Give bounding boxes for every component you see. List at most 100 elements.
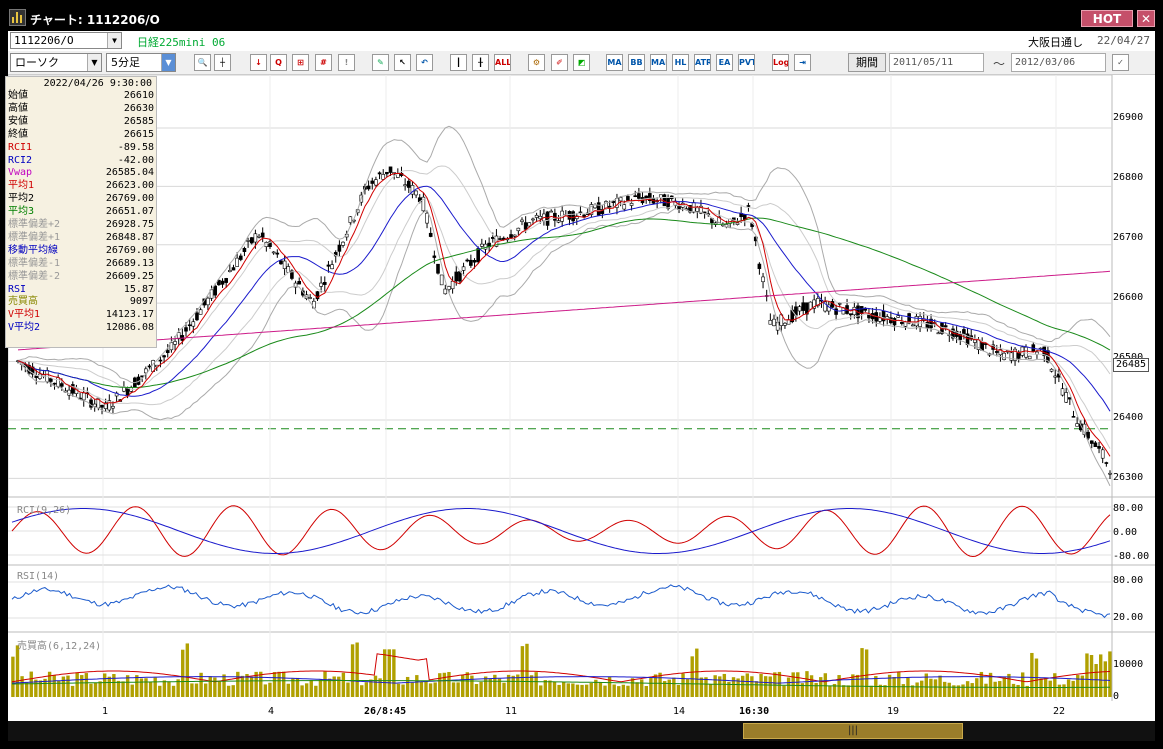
candle-body xyxy=(1053,375,1058,378)
search-chart-icon[interactable]: Q xyxy=(270,54,287,71)
volume-bar xyxy=(887,674,892,697)
chevron-down-icon[interactable]: ▼ xyxy=(107,33,121,48)
zoom-icon[interactable]: 🔍 xyxy=(194,54,211,71)
volume-bar xyxy=(369,679,373,697)
settings-icon[interactable]: ⚙ xyxy=(528,54,545,71)
crosshair-icon[interactable]: ┼ xyxy=(214,54,231,71)
pvt-button[interactable]: PVT xyxy=(738,54,755,71)
close-button[interactable]: ✕ xyxy=(1137,10,1155,27)
volume-bar xyxy=(135,675,139,697)
candle-body xyxy=(195,312,199,321)
candle-body xyxy=(461,266,466,271)
candle-body xyxy=(282,260,287,269)
chart-type-select[interactable]: ローソク ▼ xyxy=(10,53,102,72)
volume-bar xyxy=(144,678,148,697)
candle-body xyxy=(1027,355,1032,360)
eara-button[interactable]: EA RA xyxy=(716,54,733,71)
log-button[interactable]: Log xyxy=(772,54,789,71)
hl-button[interactable]: HL xyxy=(672,54,689,71)
data-row-label: RSI xyxy=(8,283,27,295)
candle-icon[interactable]: ┃ xyxy=(450,54,467,71)
last-price-tag: 26485 xyxy=(1113,358,1149,372)
chart-canvas[interactable] xyxy=(8,75,1155,721)
candle-body xyxy=(465,259,470,262)
volume-bar xyxy=(116,680,121,697)
candle-body xyxy=(432,255,437,258)
interval-select[interactable]: 5分足 ▼ xyxy=(106,53,176,72)
chart-area[interactable] xyxy=(8,75,1155,721)
download-icon[interactable]: ↓ xyxy=(250,54,267,71)
data-row-value: 14123.17 xyxy=(105,309,154,321)
volume-bar xyxy=(1057,684,1062,697)
candle-body xyxy=(242,248,247,252)
window-bottom-edge xyxy=(0,741,1163,749)
data-row: 移動平均線 26769.00 xyxy=(8,245,154,257)
export-icon[interactable]: ⇥ xyxy=(794,54,811,71)
date-to-input[interactable]: 2012/03/06 xyxy=(1011,53,1106,72)
checkbox-icon[interactable]: ✓ xyxy=(1112,54,1129,71)
data-row-value: 26585.04 xyxy=(105,167,154,179)
volume-bar xyxy=(1053,673,1057,697)
volume-bar xyxy=(1030,652,1034,697)
candle-body xyxy=(326,264,331,267)
volume-bar xyxy=(961,684,965,697)
data-row-value: 9097 xyxy=(129,296,154,308)
volume-bar xyxy=(869,685,873,697)
volume-bar xyxy=(782,685,786,697)
candle-body xyxy=(231,267,236,271)
ma-button[interactable]: MA xyxy=(606,54,623,71)
candle-body xyxy=(428,232,433,237)
all-button[interactable]: ALL xyxy=(494,54,511,71)
indicator-icon[interactable]: # xyxy=(315,54,332,71)
volume-bar xyxy=(952,685,956,697)
price-axis-label: 26700 xyxy=(1113,232,1144,243)
date-from-input[interactable]: 2011/05/11 xyxy=(889,53,984,72)
candle-body xyxy=(184,327,188,332)
cursor-icon[interactable]: ↖ xyxy=(394,54,411,71)
volume-bar xyxy=(998,681,1002,697)
candle-body xyxy=(279,260,283,265)
chevron-down-icon[interactable]: ▼ xyxy=(87,54,101,71)
period-button[interactable]: 期間 xyxy=(848,53,886,72)
atr-button[interactable]: ATR xyxy=(694,54,711,71)
bb-button[interactable]: BB xyxy=(628,54,645,71)
candle-body xyxy=(596,202,601,216)
volume-bar xyxy=(438,673,442,697)
data-row-label: RCI1 xyxy=(8,141,33,153)
volume-bar xyxy=(695,648,699,697)
volume-bar xyxy=(681,673,685,697)
mae-button[interactable]: MAE xyxy=(650,54,667,71)
undo-icon[interactable]: ↶ xyxy=(416,54,433,71)
volume-bar xyxy=(731,677,736,697)
pen-icon[interactable]: ✎ xyxy=(372,54,389,71)
scrollbar-thumb[interactable]: ||| xyxy=(743,723,963,739)
volume-bar xyxy=(676,684,681,697)
volume-bar xyxy=(364,682,369,697)
volume-bar xyxy=(718,676,722,697)
volume-bar xyxy=(662,681,667,697)
compare-icon[interactable]: ⊞ xyxy=(292,54,309,71)
volume-bar xyxy=(11,656,15,697)
candle-body xyxy=(567,211,572,220)
data-row: Vwap 26585.04 xyxy=(8,167,154,179)
hot-button[interactable]: HOT xyxy=(1081,10,1133,27)
timeline-scrollbar[interactable]: ||| xyxy=(8,721,1155,741)
info-icon[interactable]: ! xyxy=(338,54,355,71)
chevron-down-icon[interactable]: ▼ xyxy=(161,54,175,71)
volume-bar xyxy=(823,673,828,697)
volume-bar xyxy=(598,682,603,697)
volume-bar xyxy=(1062,684,1066,697)
volume-bar xyxy=(61,676,66,697)
volume-bar xyxy=(768,676,772,697)
data-row-label: 標準偏差-2 xyxy=(8,270,61,282)
price-pane-frame xyxy=(8,75,1113,498)
candle-body xyxy=(973,339,977,343)
candle-alt-icon[interactable]: ╂ xyxy=(472,54,489,71)
candle-body xyxy=(848,313,853,316)
color-icon[interactable]: ◩ xyxy=(573,54,590,71)
data-row-value: -42.00 xyxy=(117,154,154,166)
volume-bar xyxy=(199,672,203,697)
symbol-input[interactable]: 1112206/O ▼ xyxy=(10,32,122,49)
paint-icon[interactable]: ✐ xyxy=(551,54,568,71)
volume-bar xyxy=(447,671,451,697)
